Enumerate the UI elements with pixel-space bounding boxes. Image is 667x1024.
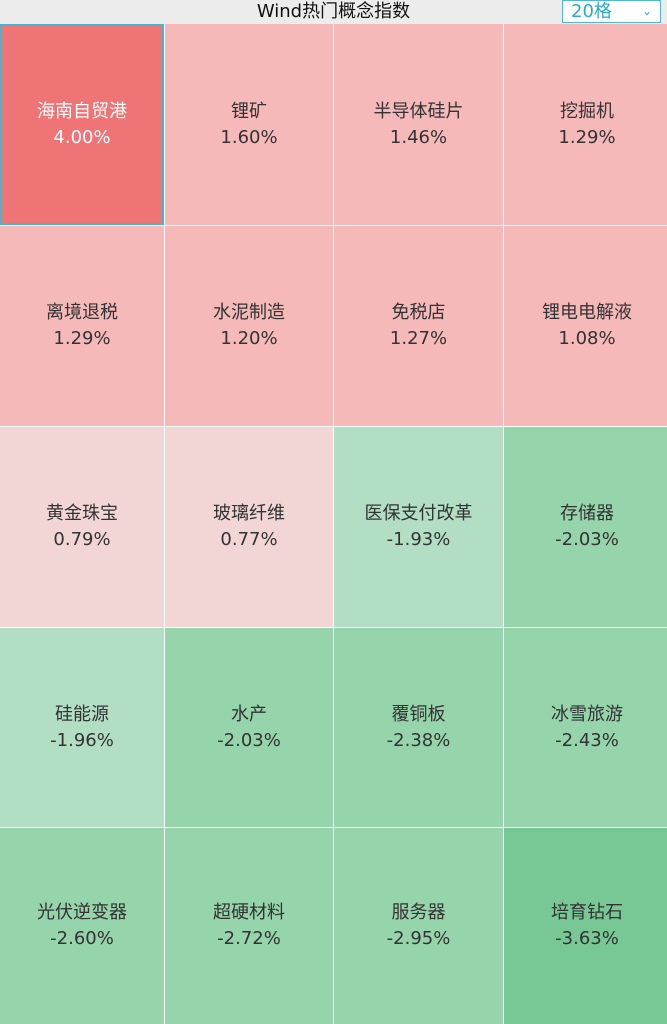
concept-name: 锂矿 — [231, 100, 267, 122]
concept-tile[interactable]: 锂电电解液 1.08% — [504, 226, 667, 426]
concept-change: -2.95% — [386, 928, 451, 949]
concept-name: 挖掘机 — [560, 100, 614, 122]
heatmap-grid: 海南自贸港 4.00% 锂矿 1.60% 半导体硅片 1.46% 挖掘机 1.29% 离境退税 1… — [0, 24, 667, 1024]
concept-name: 培育钻石 — [551, 902, 623, 923]
concept-change: -3.63% — [555, 928, 619, 949]
page-title: Wind热门概念指数 — [256, 1, 411, 22]
concept-tile[interactable]: 免税店 1.27% — [334, 226, 503, 426]
concept-change: 0.77% — [220, 529, 278, 550]
concept-change: 4.00% — [53, 126, 111, 148]
concept-tile[interactable]: 硅能源 -1.96% — [0, 628, 164, 827]
concept-change: -1.93% — [386, 529, 451, 550]
concept-tile[interactable]: 水产 -2.03% — [165, 628, 333, 827]
concept-tile[interactable]: 水泥制造 1.20% — [165, 226, 333, 426]
concept-name: 免税店 — [391, 302, 446, 323]
concept-name: 玻璃纤维 — [213, 503, 285, 524]
concept-change: 0.79% — [53, 529, 111, 550]
concept-tile[interactable]: 离境退税 1.29% — [0, 226, 164, 426]
concept-name: 冰雪旅游 — [551, 703, 623, 725]
concept-name: 水产 — [231, 703, 267, 725]
concept-change: -2.60% — [50, 928, 114, 949]
concept-name: 医保支付改革 — [364, 503, 473, 524]
chevron-down-icon: ⌄ — [641, 4, 652, 18]
concept-name: 半导体硅片 — [373, 100, 464, 122]
concept-change: -2.03% — [555, 529, 619, 550]
concept-tile[interactable]: 海南自贸港 4.00% — [0, 24, 164, 225]
concept-name: 存储器 — [560, 503, 614, 524]
concept-change: 1.29% — [53, 328, 111, 349]
concept-change: -2.38% — [386, 729, 451, 751]
grid-count-select[interactable]: 20格 ⌄ — [562, 0, 661, 23]
concept-name: 锂电电解液 — [542, 302, 632, 323]
concept-tile[interactable]: 挖掘机 1.29% — [504, 24, 667, 225]
concept-change: 1.27% — [389, 328, 448, 349]
concept-name: 超硬材料 — [213, 902, 285, 923]
concept-name: 黄金珠宝 — [46, 503, 118, 524]
concept-tile[interactable]: 锂矿 1.60% — [165, 24, 333, 225]
concept-tile[interactable]: 光伏逆变器 -2.60% — [0, 828, 164, 1024]
concept-change: -2.72% — [217, 928, 281, 949]
concept-tile[interactable]: 覆铜板 -2.38% — [334, 628, 503, 827]
concept-tile[interactable]: 存储器 -2.03% — [504, 427, 667, 627]
concept-tile[interactable]: 黄金珠宝 0.79% — [0, 427, 164, 627]
concept-tile[interactable]: 超硬材料 -2.72% — [165, 828, 333, 1024]
concept-name: 离境退税 — [46, 302, 118, 323]
concept-tile[interactable]: 冰雪旅游 -2.43% — [504, 628, 667, 827]
concept-change: 1.08% — [558, 328, 616, 349]
concept-change: -2.03% — [217, 729, 281, 751]
concept-tile[interactable]: 医保支付改革 -1.93% — [334, 427, 503, 627]
grid-count-value: 20格 — [571, 1, 612, 22]
concept-name: 光伏逆变器 — [37, 902, 127, 923]
concept-tile[interactable]: 服务器 -2.95% — [334, 828, 503, 1024]
concept-name: 服务器 — [391, 902, 446, 923]
concept-change: -1.96% — [50, 729, 114, 751]
concept-name: 海南自贸港 — [37, 100, 127, 122]
concept-change: 1.20% — [220, 328, 278, 349]
concept-name: 水泥制造 — [213, 302, 285, 323]
concept-change: 1.46% — [389, 126, 448, 148]
header: Wind热门概念指数 20格 ⌄ — [0, 0, 667, 24]
concept-change: 1.29% — [558, 126, 616, 148]
concept-change: 1.60% — [220, 126, 278, 148]
concept-tile[interactable]: 半导体硅片 1.46% — [334, 24, 503, 225]
concept-tile[interactable]: 培育钻石 -3.63% — [504, 828, 667, 1024]
concept-change: -2.43% — [555, 729, 619, 751]
concept-name: 硅能源 — [55, 703, 109, 725]
concept-name: 覆铜板 — [391, 703, 446, 725]
concept-tile[interactable]: 玻璃纤维 0.77% — [165, 427, 333, 627]
